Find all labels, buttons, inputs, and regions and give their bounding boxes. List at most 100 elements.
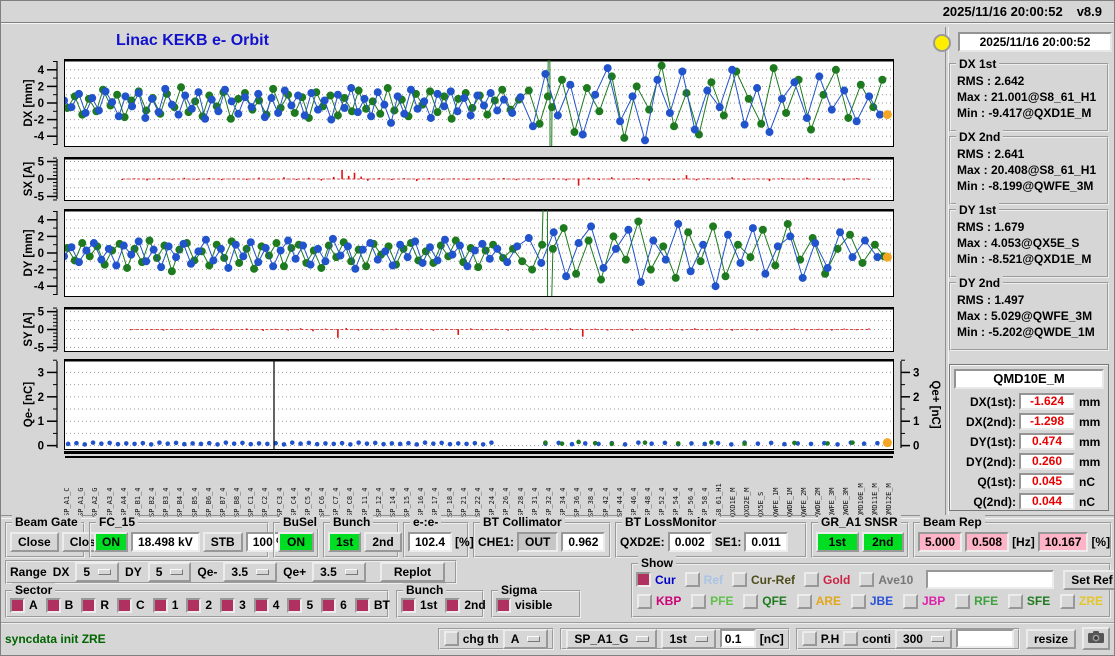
group-title: BT Collimator [480,515,565,529]
show-jbe-checkbox[interactable]: JBE [850,593,893,609]
checkbox-indicator [637,593,652,609]
range-qep-dropdown[interactable]: 3.5 [312,562,366,582]
checkbox-label: C [136,598,145,612]
bpm-name-label: SP_48_4 [645,487,653,517]
monitor-unit: mm [1079,454,1101,469]
show-cur-checkbox[interactable]: Cur [636,572,676,587]
bpm-name-label: SP_B6_4 [205,487,213,517]
sector-bt-checkbox[interactable]: BT [354,597,390,613]
screenshot-button[interactable] [1082,627,1110,650]
range-dx-dropdown[interactable]: 5 [75,562,120,582]
sector-a-checkbox[interactable]: A [10,597,38,613]
show-gold-checkbox[interactable]: Gold [804,572,850,587]
fc15-on-button[interactable]: ON [94,531,128,552]
replot-button[interactable]: Replot [379,562,446,582]
qxd2e-label: QXD2E: [620,534,665,549]
bpm-name-label: QMD11E_M [871,483,879,517]
bpm-name-label: SP_42_4 [602,487,610,517]
busel-on-button[interactable]: ON [278,531,314,552]
checkbox-label: 2nd [464,598,486,612]
show-ref-checkbox[interactable]: Ref [684,572,724,587]
fc15-group: FC_15 ON 18.498 kV STB 100 % [89,515,294,558]
range-qem-dropdown[interactable]: 3.5 [223,562,278,582]
ref-name-input[interactable] [926,570,1055,589]
sector-4-checkbox[interactable]: 4 [253,597,279,613]
sector-5-checkbox[interactable]: 5 [287,597,313,613]
ph-checkbox[interactable] [801,631,817,646]
bunch-1st-checkbox[interactable]: 1st [401,597,437,613]
ee-ratio-unit: [%] [455,534,474,549]
set-ref-button[interactable]: Set Ref [1063,569,1114,590]
threshold-input[interactable] [719,629,756,648]
sector-6-checkbox[interactable]: 6 [321,597,347,613]
checkbox-indicator [321,597,337,613]
che1-out-button[interactable]: OUT [517,531,559,552]
stat-group-dx-1st: DX 1st RMS : 2.642 Max : 21.001@S8_61_H1… [949,57,1109,132]
svg-text:-5: -5 [34,191,45,201]
bpm-name-label: SP_52_4 [659,487,667,517]
count-dropdown[interactable]: 300 [894,628,952,649]
monitor-value: -1.624 [1019,393,1075,410]
resize-button[interactable]: resize [1025,628,1076,649]
chg-th-dropdown[interactable]: A [502,628,549,649]
stat-max: Max : 20.408@S8_61_H1 [957,163,1097,177]
checkbox-indicator [45,597,61,613]
stat-min: Min : -5.202@QWDE_1M [957,325,1095,339]
group-title: BT LossMonitor [622,515,720,529]
checkbox-label: Ref [703,572,724,587]
bunch-2nd-button[interactable]: 2nd [364,531,402,552]
bunch-2nd-checkbox[interactable]: 2nd [445,597,486,613]
fc15-stb-button[interactable]: STB [202,531,243,552]
show-ave10-checkbox[interactable]: Ave10 [859,572,913,587]
chg-th-checkbox[interactable] [443,631,459,646]
bpm-name-label: QMD10E_M [857,483,865,517]
snsr-1st-button[interactable]: 1st [816,531,859,552]
show-pfe-checkbox[interactable]: PFE [691,593,734,609]
conti-checkbox[interactable] [843,631,859,646]
checkbox-indicator [220,597,236,613]
show-zre-checkbox[interactable]: ZRE [1059,593,1103,609]
monitor-value: 0.474 [1019,433,1075,450]
show-kbp-checkbox[interactable]: KBP [637,593,681,609]
monitor-unit: mm [1079,434,1101,449]
show-jbp-checkbox[interactable]: JBP [902,593,945,609]
sigma-visible-checkbox[interactable]: visible [496,597,552,613]
threshold-unit: [nC] [759,631,784,646]
conti-label: conti [862,631,891,646]
svg-text:-4: -4 [34,281,45,293]
show-are-checkbox[interactable]: ARE [796,593,841,609]
panel-separator [945,27,949,516]
range-dy-dropdown[interactable]: 5 [147,562,192,582]
sp-monitor-dropdown[interactable]: SP_A1_G [566,628,658,649]
stat-max: Max : 21.001@S8_61_H1 [957,90,1097,104]
show-cur-ref-checkbox[interactable]: Cur-Ref [732,572,795,587]
sp-bunch-dropdown[interactable]: 1st [661,628,716,649]
beam-gate-close-1-button[interactable]: Close [10,531,59,552]
bpm-name-label: SP_34_4 [560,487,568,517]
checkbox-label: 1 [171,598,179,612]
checkbox-label: PFE [710,594,734,608]
sector-2-checkbox[interactable]: 2 [186,597,212,613]
sector-c-checkbox[interactable]: C [117,597,145,613]
snsr-2nd-button[interactable]: 2nd [861,531,904,552]
show-rfe-checkbox[interactable]: RFE [955,593,998,609]
checkbox-label: Cur [655,572,676,587]
show-group: Show Cur Ref Cur-Ref Gold Ave10 Set Ref KBP PF… [631,556,1114,618]
bpm-name-label: SP_56_4 [687,487,695,517]
bpm-name-label: SP_22_4 [475,487,482,517]
bpm-name-label: SP_C6_4 [319,487,327,517]
sector-1-checkbox[interactable]: 1 [152,597,179,613]
group-title: Bunch [330,515,374,529]
show-qfe-checkbox[interactable]: QFE [743,593,787,609]
ph-label: P.H [820,631,840,646]
sector-r-checkbox[interactable]: R [81,597,109,613]
svg-text:-5: -5 [34,342,45,352]
bunch-1st-button[interactable]: 1st [328,531,362,552]
sector-b-checkbox[interactable]: B [45,597,73,613]
checkbox-indicator [186,597,202,613]
count-input[interactable] [955,629,1014,648]
show-sfe-checkbox[interactable]: SFE [1007,593,1050,609]
sector-3-checkbox[interactable]: 3 [220,597,246,613]
bpm-name-label: SP_11_4 [361,487,369,517]
